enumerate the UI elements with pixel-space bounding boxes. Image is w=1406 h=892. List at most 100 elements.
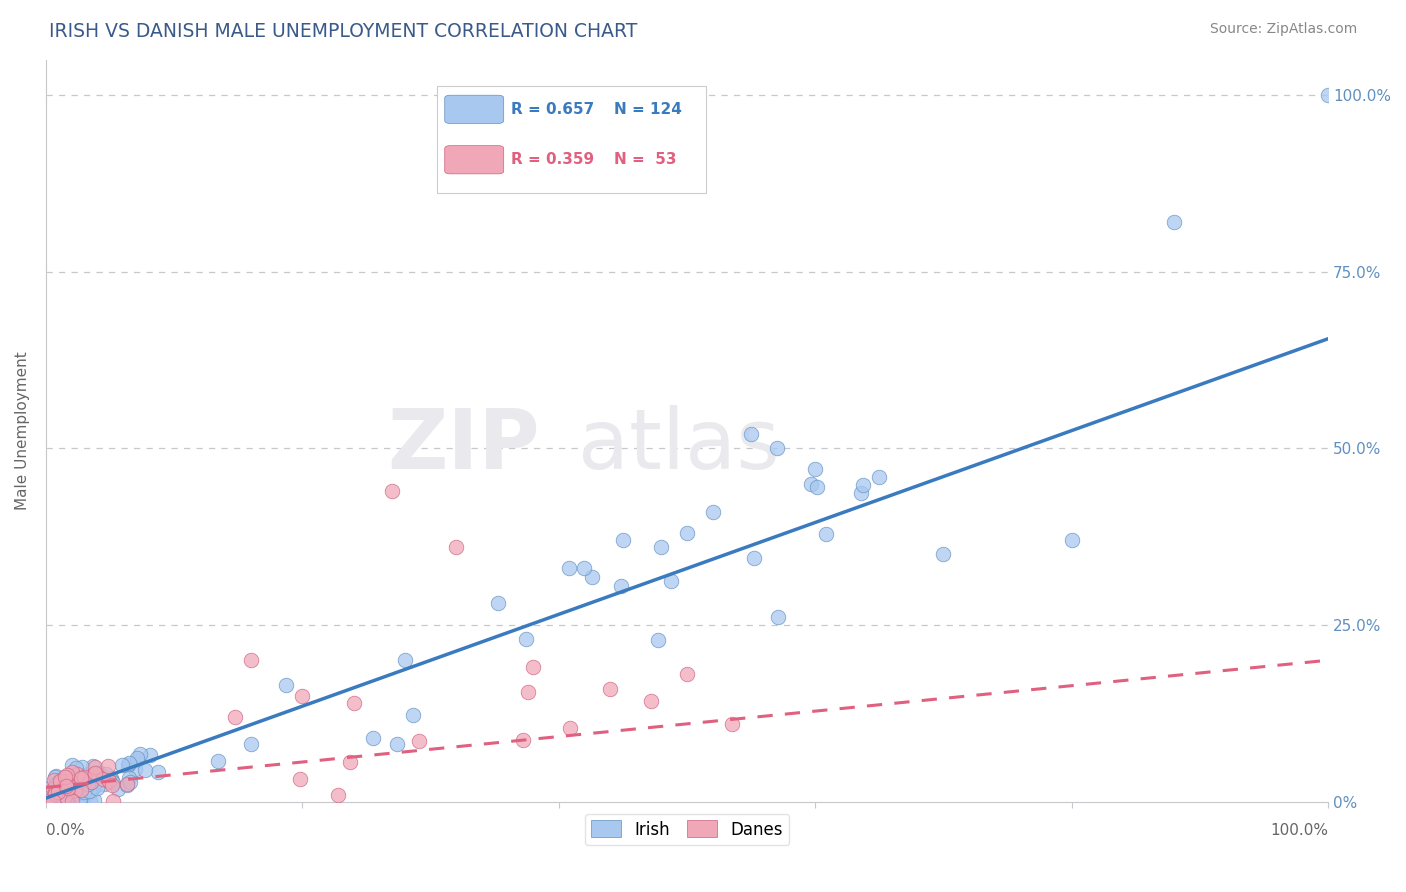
Point — [66, 767, 89, 781]
Point — [73, 770, 96, 784]
Point — [45, 769, 67, 783]
Point — [115, 778, 138, 792]
Point — [55, 780, 77, 794]
Point — [574, 561, 596, 575]
Point — [70, 760, 93, 774]
Point — [522, 660, 544, 674]
Point — [70, 783, 93, 797]
Point — [804, 462, 827, 476]
Point — [44, 785, 66, 799]
Text: N =  53: N = 53 — [614, 153, 676, 168]
Point — [38, 794, 60, 808]
Point — [101, 778, 124, 792]
Point — [326, 788, 349, 802]
Point — [120, 774, 142, 789]
Text: atlas: atlas — [578, 405, 780, 486]
Point — [932, 547, 955, 561]
Point — [60, 782, 83, 797]
Point — [59, 794, 82, 808]
Point — [721, 717, 744, 731]
Text: ZIP: ZIP — [387, 405, 540, 486]
Point — [55, 794, 77, 808]
Point — [77, 784, 100, 798]
Point — [512, 732, 534, 747]
Point — [56, 785, 79, 799]
Point — [581, 570, 603, 584]
Point — [402, 707, 425, 722]
Point — [49, 781, 72, 796]
Point — [868, 469, 890, 483]
Point — [60, 758, 83, 772]
Point — [48, 791, 70, 805]
Point — [69, 773, 91, 788]
Point — [659, 574, 682, 589]
Point — [49, 773, 72, 788]
Point — [516, 685, 538, 699]
Point — [1317, 87, 1340, 102]
Point — [76, 777, 98, 791]
Point — [65, 761, 87, 775]
Point — [394, 653, 416, 667]
Point — [224, 709, 246, 723]
Point — [599, 681, 621, 696]
Point — [46, 785, 69, 799]
Point — [86, 765, 108, 780]
Point — [89, 765, 111, 780]
Text: IRISH VS DANISH MALE UNEMPLOYMENT CORRELATION CHART: IRISH VS DANISH MALE UNEMPLOYMENT CORREL… — [49, 22, 637, 41]
Point — [86, 781, 108, 796]
Point — [558, 560, 581, 574]
Point — [60, 794, 83, 808]
Point — [65, 783, 87, 797]
FancyBboxPatch shape — [444, 95, 503, 123]
Point — [676, 667, 699, 681]
Point — [60, 764, 83, 779]
Point — [52, 772, 75, 787]
Point — [740, 427, 762, 442]
Point — [53, 794, 76, 808]
Point — [276, 678, 298, 692]
Point — [67, 784, 90, 798]
Point — [765, 442, 787, 456]
Point — [97, 773, 120, 788]
Point — [65, 779, 87, 793]
Point — [41, 782, 63, 797]
Point — [56, 786, 79, 800]
Point — [51, 794, 73, 808]
Point — [42, 781, 65, 796]
Point — [702, 505, 724, 519]
Point — [80, 783, 103, 797]
Point — [44, 787, 66, 801]
Point — [343, 696, 366, 710]
Point — [37, 782, 59, 797]
Point — [82, 780, 104, 794]
Point — [75, 775, 97, 789]
Point — [62, 780, 84, 794]
Point — [381, 483, 404, 498]
Point — [70, 790, 93, 805]
Text: N = 124: N = 124 — [614, 102, 682, 117]
Point — [37, 794, 59, 808]
Point — [107, 781, 129, 796]
Point — [62, 781, 84, 796]
Point — [100, 772, 122, 786]
Point — [55, 794, 77, 808]
Point — [42, 794, 65, 808]
Point — [56, 768, 79, 782]
Point — [110, 758, 132, 772]
Point — [83, 779, 105, 793]
Point — [361, 731, 384, 745]
Point — [240, 653, 263, 667]
Point — [56, 778, 79, 792]
Point — [612, 533, 634, 548]
Point — [207, 754, 229, 768]
Point — [134, 763, 156, 777]
Point — [76, 777, 98, 791]
Point — [79, 794, 101, 808]
Point — [83, 767, 105, 781]
Point — [80, 771, 103, 785]
Point — [146, 765, 169, 780]
Point — [849, 486, 872, 500]
Point — [610, 579, 633, 593]
Point — [53, 794, 76, 808]
Point — [51, 780, 73, 794]
